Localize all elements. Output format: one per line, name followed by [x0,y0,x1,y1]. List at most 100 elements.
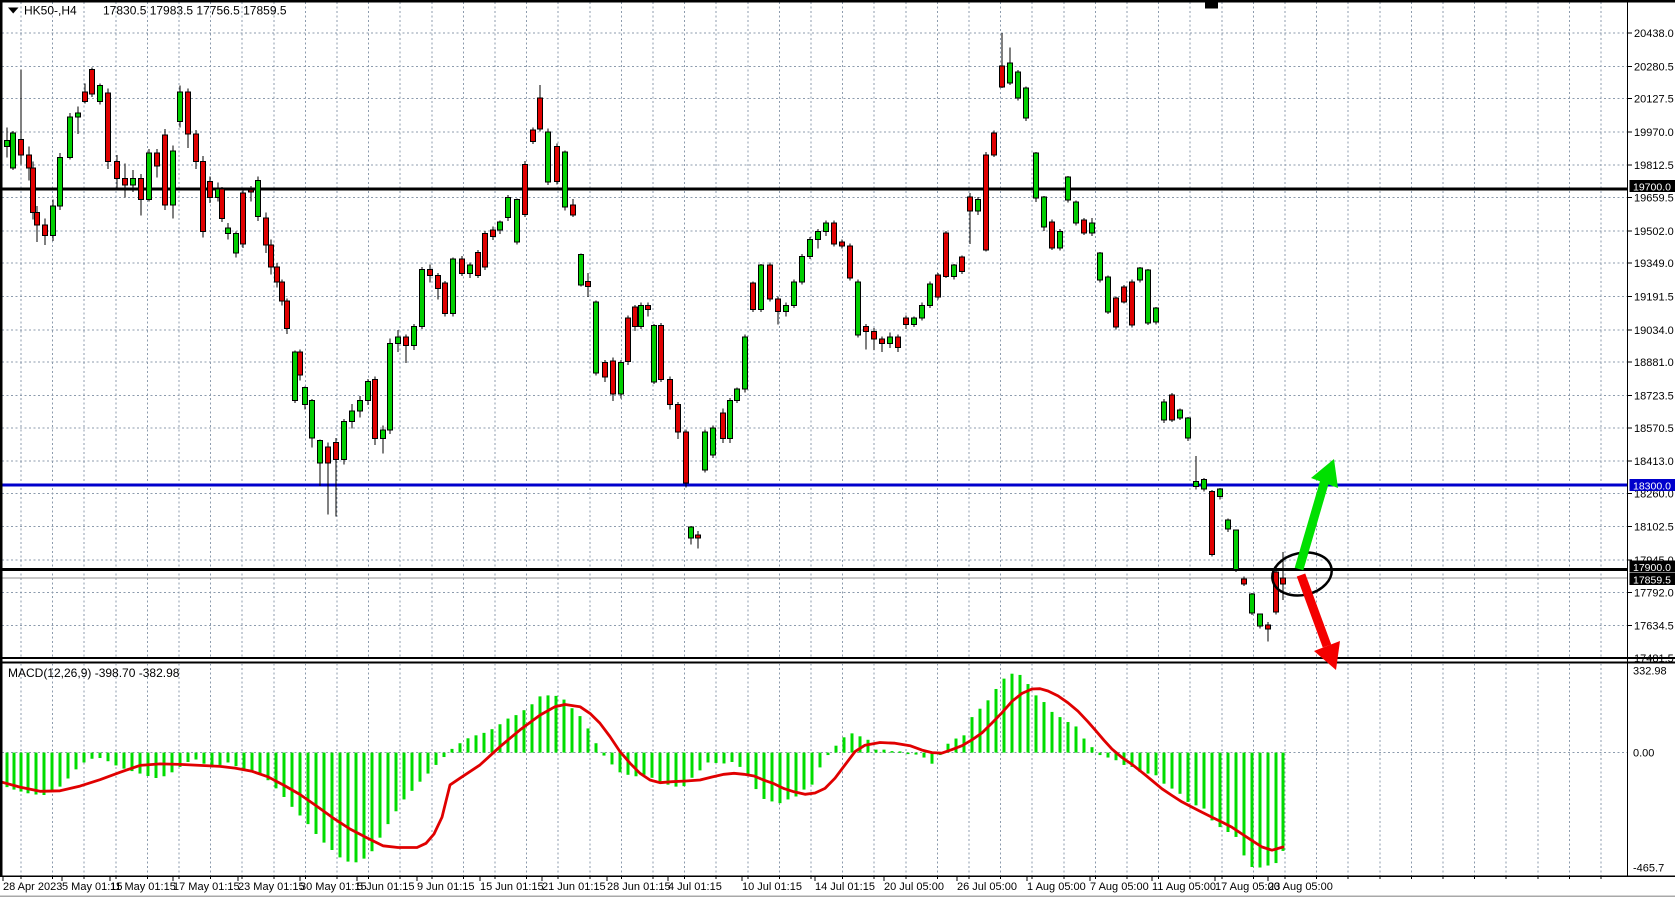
time-tick [936,876,938,879]
candle-body [570,204,576,216]
macd-histogram-bar [138,752,142,774]
candle [1161,399,1167,424]
candle-body [42,224,48,237]
candle-body [467,264,473,275]
candle-body [887,336,893,344]
time-tick-major [61,876,63,881]
macd-histogram-bar [442,752,446,758]
candle-body [702,431,708,471]
macd-histogram-bar [170,752,174,773]
candle [380,425,386,454]
candle [823,220,829,236]
candle [578,253,584,287]
candle-body [618,361,624,395]
candle-body [4,139,10,148]
macd-histogram-bar [178,752,182,767]
candle-body [1217,488,1223,498]
candle-body [30,167,36,213]
arrow-up-icon-head [1311,459,1338,488]
candle [967,193,973,244]
price-tick [1627,427,1632,429]
candle [450,257,456,317]
arrow-up-icon[interactable] [1294,459,1338,571]
candle-body [943,232,949,278]
candle [554,143,560,185]
candle-body [1265,624,1271,630]
candle-body [138,177,144,201]
candle-body [279,281,285,302]
price-tick [1627,559,1632,561]
candle [467,262,473,279]
candle-body [1081,219,1087,234]
candle [1121,284,1127,304]
time-tick [1063,876,1065,879]
time-tick-major [1214,876,1216,881]
macd-histogram-bar [234,752,238,767]
candle [10,130,16,170]
candle [170,145,176,219]
candle-body [775,298,781,313]
candle-body [130,177,136,186]
candle [1217,487,1223,500]
panel-separator-line[interactable] [0,661,1675,664]
time-tick [526,876,528,879]
candle-body [365,380,371,401]
time-tick-label: 30 May 01:15 [300,881,367,893]
macd-histogram-bar [474,735,478,753]
candle [1169,392,1175,422]
chart-title-symbol: HK50-,H4 [24,4,77,18]
level-price-badge [1629,478,1675,491]
time-tick-label: 5 May 01:15 [62,881,123,893]
candle [185,88,191,148]
candle [1089,218,1095,236]
candle [292,350,298,403]
macd-histogram-bar [490,729,494,753]
window-left-border [0,0,3,876]
macd-histogram-bar [5,752,9,788]
time-tick [336,876,338,879]
macd-histogram-bar [74,752,78,770]
time-tick-major [667,876,669,881]
panel-separator-line[interactable] [0,657,1675,659]
candle [146,148,152,202]
candle-body [1007,62,1013,84]
time-tick [1252,876,1254,879]
time-tick [241,876,243,879]
candle [225,222,231,240]
arrow-up-icon-shaft [1294,478,1330,571]
price-tick [1627,65,1632,67]
macd-histogram-bar [754,752,758,790]
candle-body [225,227,231,234]
macd-histogram-bar [58,752,62,787]
price-tick [1627,361,1632,363]
candle-body [967,196,973,212]
candle-body [688,526,694,539]
macd-histogram-bar [466,738,470,753]
macd-histogram-bar [554,695,558,753]
candle-body [871,331,877,340]
candle [1129,279,1135,328]
time-tick [1316,876,1318,879]
level-price-badge [1629,560,1675,573]
price-axis[interactable]: 20438.0 20280.5 20127.5 19970.0 19812.5 19659… [1627,28,1675,874]
arrow-down-icon[interactable] [1296,573,1340,670]
candle [632,304,638,332]
macd-histogram-bar [386,752,390,825]
time-tick [20,876,22,879]
macd-histogram-bar [602,752,606,756]
candle-body [720,412,726,439]
price-tick-label: 20438.0 [1634,28,1674,40]
candle-body [114,161,120,179]
macd-histogram-bar [538,696,542,753]
time-tick-major [356,876,358,881]
chart-dropdown-triangle-icon[interactable] [8,7,19,14]
macd-histogram-bar [1050,711,1054,753]
candle [57,153,63,211]
candle-body [1033,152,1039,199]
price-tick [1627,164,1632,166]
candle-body [207,181,213,198]
macd-histogram-bar [866,739,870,753]
